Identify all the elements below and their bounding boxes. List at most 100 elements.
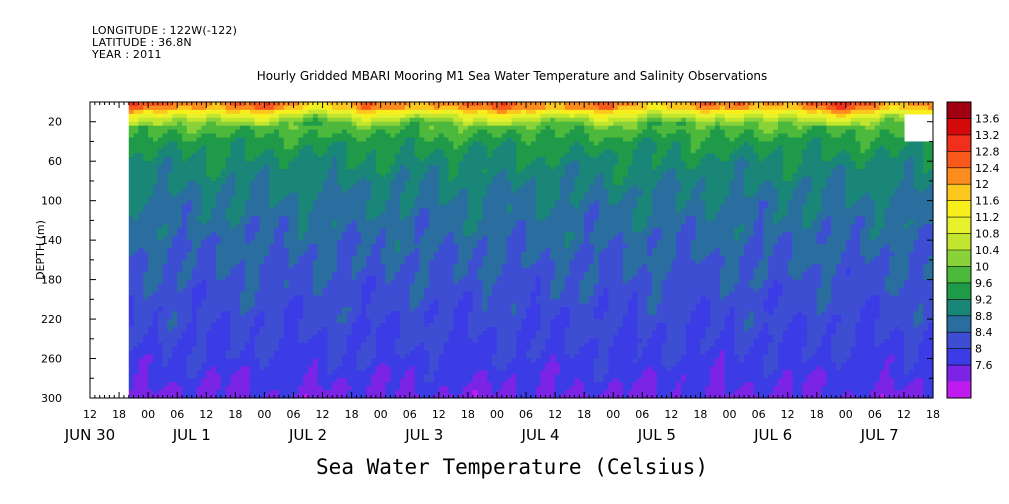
heatmap-cell <box>375 184 382 190</box>
heatmap-cell <box>327 362 333 368</box>
heatmap-cell <box>298 149 304 154</box>
heatmap-cell <box>341 129 348 135</box>
heatmap-cell <box>283 196 290 202</box>
heatmap-cell <box>312 374 319 379</box>
heatmap-cell <box>172 311 178 316</box>
heatmap-cell <box>264 196 270 202</box>
heatmap-cell <box>138 157 144 162</box>
heatmap-cell <box>269 169 275 174</box>
heatmap-cell <box>128 228 135 233</box>
heatmap-cell <box>196 259 203 265</box>
heatmap-cell <box>245 105 251 111</box>
heatmap-cell <box>308 102 314 107</box>
heatmap-cell <box>438 137 445 143</box>
heatmap-cell <box>317 350 324 356</box>
heatmap-cell <box>419 204 425 210</box>
heatmap-cell <box>230 133 236 139</box>
heatmap-cell <box>419 307 425 312</box>
heatmap-cell <box>274 248 280 253</box>
heatmap-cell <box>215 184 222 190</box>
heatmap-cell <box>274 338 280 344</box>
heatmap-cell <box>443 216 450 221</box>
heatmap-cell <box>390 279 396 285</box>
heatmap-cell <box>351 259 358 265</box>
heatmap-cell <box>206 259 212 265</box>
heatmap-cell <box>259 263 266 269</box>
heatmap-cell <box>312 307 319 312</box>
heatmap-cell <box>288 251 295 257</box>
heatmap-cell <box>283 255 290 261</box>
heatmap-cell <box>400 279 406 285</box>
heatmap-cell <box>152 125 159 131</box>
heatmap-cell <box>400 220 406 225</box>
heatmap-cell <box>341 366 348 371</box>
heatmap-cell <box>429 366 435 371</box>
heatmap-cell <box>448 173 454 178</box>
heatmap-cell <box>249 295 256 300</box>
heatmap-cell <box>133 366 140 371</box>
heatmap-cell <box>128 307 135 312</box>
heatmap-cell <box>162 323 169 328</box>
heatmap-cell <box>152 275 159 281</box>
heatmap-cell <box>157 109 164 115</box>
heatmap-cell <box>152 394 159 399</box>
heatmap-cell <box>245 279 251 285</box>
heatmap-cell <box>186 255 193 261</box>
heatmap-cell <box>448 192 454 198</box>
heatmap-cell <box>433 212 440 218</box>
heatmap-cell <box>274 137 280 143</box>
heatmap-cell <box>395 283 401 289</box>
heatmap-cell <box>269 299 275 304</box>
heatmap-cell <box>419 319 425 324</box>
heatmap-cell <box>269 386 275 391</box>
heatmap-cell <box>448 208 454 214</box>
heatmap-cell <box>211 267 217 273</box>
heatmap-cell <box>230 121 236 127</box>
heatmap-cell <box>235 255 241 261</box>
heatmap-cell <box>245 315 251 320</box>
heatmap-cell <box>366 200 372 206</box>
heatmap-cell <box>157 267 164 273</box>
heatmap-cell <box>312 117 319 123</box>
heatmap-cell <box>322 303 328 308</box>
heatmap-cell <box>269 342 275 348</box>
heatmap-cell <box>177 228 183 233</box>
heatmap-cell <box>312 378 319 383</box>
heatmap-cell <box>138 251 144 257</box>
heatmap-cell <box>148 169 154 174</box>
heatmap-cell <box>433 287 440 293</box>
heatmap-cell <box>385 129 391 135</box>
heatmap-cell <box>366 216 372 221</box>
heatmap-cell <box>448 236 454 241</box>
heatmap-cell <box>264 326 270 332</box>
heatmap-cell <box>191 196 198 202</box>
heatmap-cell <box>182 137 188 143</box>
heatmap-cell <box>211 113 217 119</box>
heatmap-cell <box>303 303 309 308</box>
heatmap-cell <box>254 129 261 135</box>
heatmap-cell <box>371 208 377 214</box>
heatmap-cell <box>346 176 353 182</box>
heatmap-cell <box>269 326 275 332</box>
heatmap-cell <box>172 240 178 245</box>
heatmap-cell <box>283 315 290 320</box>
heatmap-cell <box>148 287 154 293</box>
heatmap-cell <box>235 240 241 245</box>
heatmap-cell <box>152 334 159 340</box>
heatmap-cell <box>220 279 227 285</box>
heatmap-cell <box>245 326 251 332</box>
heatmap-cell <box>167 390 173 395</box>
heatmap-cell <box>278 109 285 115</box>
heatmap-cell <box>293 184 299 190</box>
heatmap-cell <box>278 279 285 285</box>
heatmap-cell <box>249 342 256 348</box>
heatmap-cell <box>172 303 178 308</box>
heatmap-cell <box>395 133 401 139</box>
heatmap-cell <box>196 180 203 186</box>
heatmap-cell <box>148 326 154 332</box>
heatmap-cell <box>395 295 401 300</box>
heatmap-cell <box>152 184 159 190</box>
heatmap-cell <box>293 346 299 352</box>
heatmap-cell <box>317 121 324 127</box>
heatmap-cell <box>283 307 290 312</box>
